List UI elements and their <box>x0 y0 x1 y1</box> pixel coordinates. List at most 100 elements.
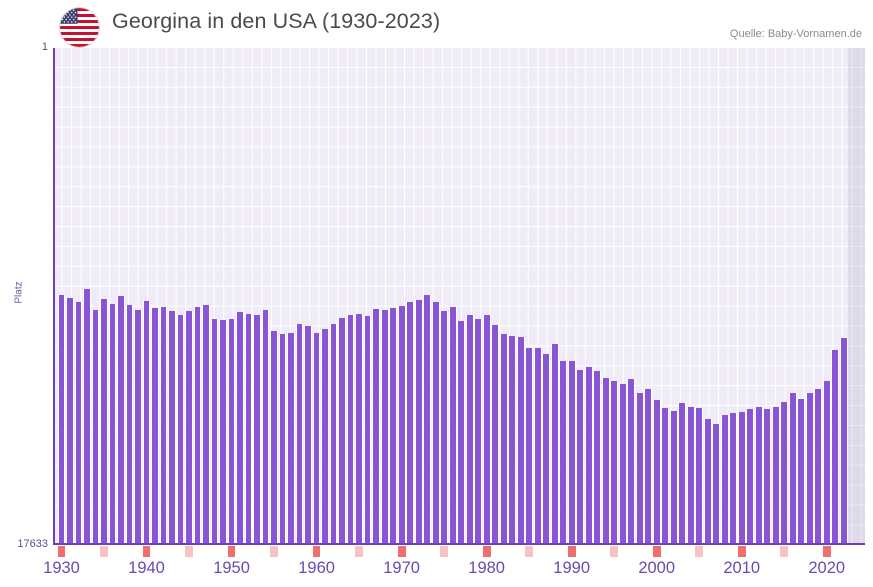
bar[interactable] <box>210 318 219 545</box>
bar[interactable] <box>499 334 508 545</box>
bar[interactable] <box>159 306 168 545</box>
bar[interactable] <box>678 403 687 545</box>
bar[interactable] <box>593 371 602 545</box>
bar[interactable] <box>278 333 287 545</box>
bar[interactable] <box>227 319 236 545</box>
bar[interactable] <box>712 424 721 545</box>
bar[interactable] <box>525 348 534 545</box>
bar[interactable] <box>550 343 559 545</box>
bar[interactable] <box>797 398 806 545</box>
bar[interactable] <box>559 360 568 545</box>
bar[interactable] <box>703 419 712 545</box>
bar[interactable] <box>533 347 542 545</box>
bar[interactable] <box>542 354 551 545</box>
bar[interactable] <box>287 332 295 545</box>
bar[interactable] <box>380 309 389 545</box>
bar[interactable] <box>516 336 525 545</box>
bar[interactable] <box>295 323 304 545</box>
bar[interactable] <box>644 389 653 545</box>
bar[interactable] <box>372 308 380 545</box>
bar[interactable] <box>355 313 363 545</box>
bar[interactable] <box>491 324 500 545</box>
bar[interactable] <box>805 393 814 545</box>
half-decade-marker <box>525 546 534 557</box>
bar[interactable] <box>482 314 491 545</box>
bar[interactable] <box>202 304 210 545</box>
bar[interactable] <box>312 332 321 545</box>
bar[interactable] <box>338 317 346 545</box>
bar[interactable] <box>176 314 185 545</box>
half-decade-marker <box>780 546 789 557</box>
bar[interactable] <box>635 393 644 545</box>
bar[interactable] <box>440 310 449 545</box>
y-axis-tick-top: 1 <box>41 41 48 53</box>
x-axis-tick-label: 1960 <box>298 559 335 577</box>
bar[interactable] <box>185 311 193 545</box>
bar[interactable] <box>168 311 176 545</box>
bar[interactable] <box>822 380 831 545</box>
decade-marker <box>567 546 576 557</box>
bar[interactable] <box>74 302 83 545</box>
bar[interactable] <box>567 361 576 545</box>
bar[interactable] <box>763 409 772 545</box>
bar[interactable] <box>108 303 117 545</box>
bar[interactable] <box>142 301 151 545</box>
bar[interactable] <box>831 349 840 545</box>
bar[interactable] <box>397 306 406 545</box>
bar[interactable] <box>236 312 244 545</box>
bar[interactable] <box>193 307 202 545</box>
bar[interactable] <box>788 392 797 545</box>
bar[interactable] <box>66 297 74 545</box>
bar[interactable] <box>754 407 763 545</box>
bar[interactable] <box>457 320 466 545</box>
decade-marker <box>397 546 406 557</box>
bar[interactable] <box>406 302 414 545</box>
bar[interactable] <box>431 301 440 545</box>
bar[interactable] <box>83 289 91 545</box>
bar[interactable] <box>771 406 780 545</box>
bar[interactable] <box>814 389 823 545</box>
bar[interactable] <box>219 319 227 545</box>
bar[interactable] <box>508 336 517 545</box>
bar[interactable] <box>465 314 474 545</box>
bar[interactable] <box>610 381 619 545</box>
bar[interactable] <box>474 319 483 545</box>
bar[interactable] <box>346 314 355 545</box>
bar[interactable] <box>576 370 585 545</box>
bar[interactable] <box>839 337 848 545</box>
bar[interactable] <box>695 407 704 545</box>
bar[interactable] <box>91 310 100 545</box>
bar[interactable] <box>661 407 670 545</box>
bar[interactable] <box>669 411 678 545</box>
bar[interactable] <box>448 306 457 545</box>
bar[interactable] <box>363 315 372 545</box>
bar[interactable] <box>253 315 261 545</box>
bar[interactable] <box>414 300 423 545</box>
bar[interactable] <box>304 326 312 545</box>
bar[interactable] <box>244 313 253 545</box>
bar[interactable] <box>261 309 270 545</box>
bar[interactable] <box>117 295 125 545</box>
bar[interactable] <box>389 308 397 545</box>
bar[interactable] <box>134 309 142 545</box>
bar[interactable] <box>729 413 738 545</box>
bar[interactable] <box>584 366 593 545</box>
bar[interactable] <box>321 329 329 545</box>
bar[interactable] <box>627 378 636 545</box>
bar[interactable] <box>125 305 134 545</box>
bar[interactable] <box>618 383 627 545</box>
bar[interactable] <box>601 378 610 545</box>
bar[interactable] <box>329 324 338 545</box>
bar[interactable] <box>652 399 661 545</box>
bar[interactable] <box>737 411 746 545</box>
bar[interactable] <box>686 406 695 545</box>
bar[interactable] <box>423 294 432 545</box>
bar[interactable] <box>270 330 278 545</box>
x-axis-line <box>53 543 865 545</box>
bar[interactable] <box>720 415 729 545</box>
bar[interactable] <box>151 308 159 545</box>
bar[interactable] <box>746 409 755 545</box>
bar[interactable] <box>100 299 108 545</box>
bar[interactable] <box>780 402 789 545</box>
bar[interactable] <box>57 295 66 545</box>
